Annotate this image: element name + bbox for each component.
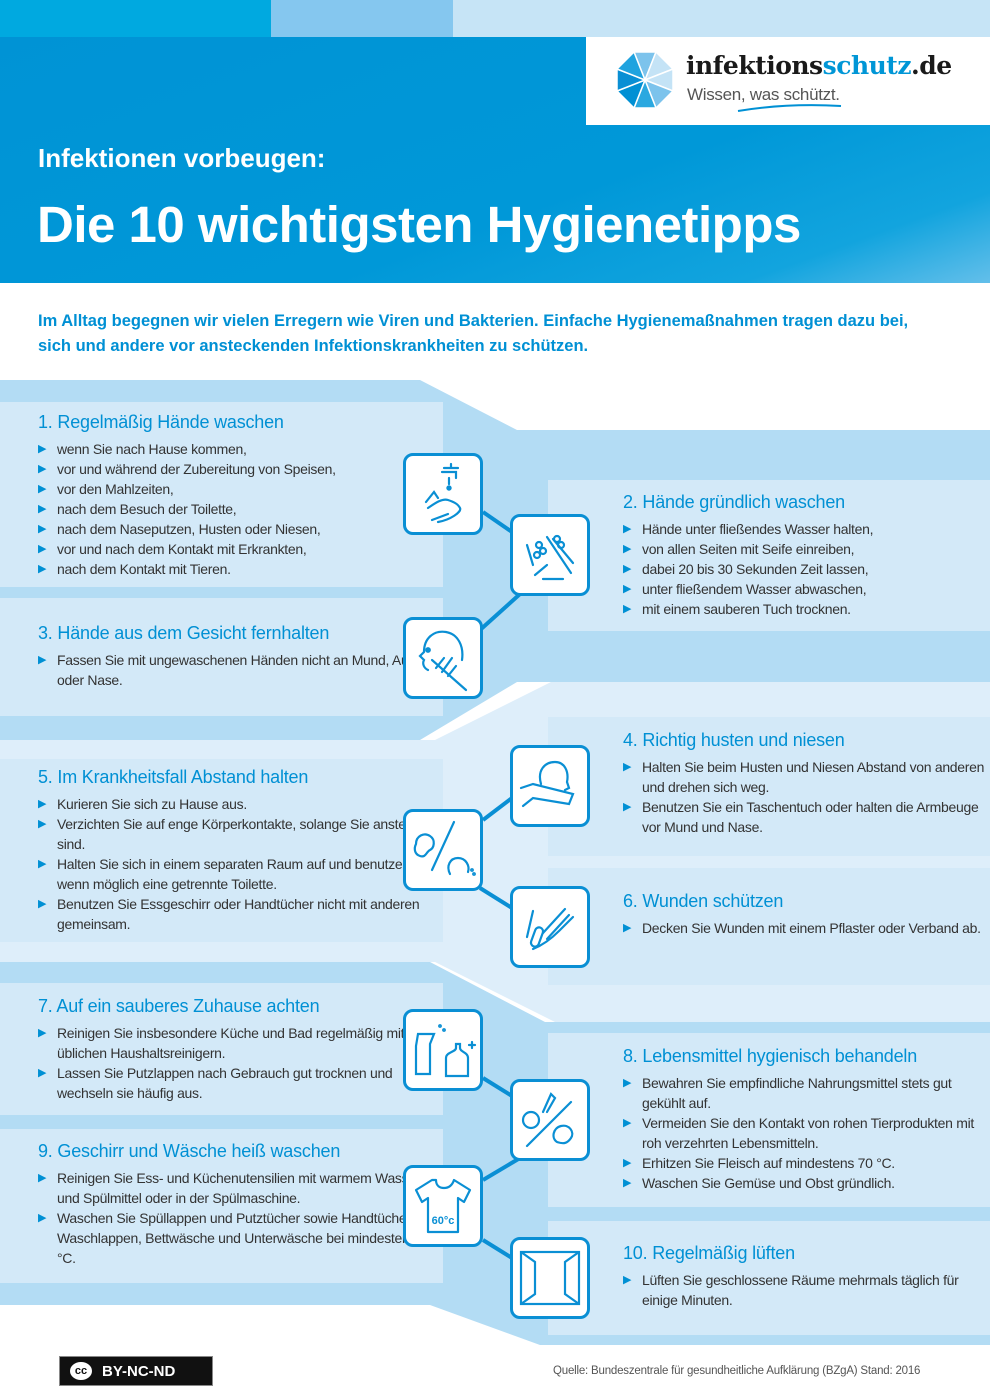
tip-title: 5. Im Krankheitsfall Abstand halten bbox=[38, 767, 309, 787]
top-strip bbox=[0, 0, 271, 37]
tip-title: 7. Auf ein sauberes Zuhause achten bbox=[38, 996, 320, 1016]
top-strip bbox=[271, 0, 453, 37]
tip-bullet: wenn Sie nach Hause kommen, bbox=[38, 439, 443, 459]
tip-bullet: Lüften Sie geschlossene Räume mehrmals t… bbox=[623, 1270, 990, 1310]
tip-bullet: nach dem Kontakt mit Tieren. bbox=[38, 559, 443, 579]
tip-bullets: Fassen Sie mit ungewaschenen Händen nich… bbox=[38, 650, 443, 690]
logo-wordmark: infektionsschutz.de bbox=[686, 51, 952, 80]
tip-bullet: Hände unter fließendes Wasser halten, bbox=[623, 519, 990, 539]
tip-title: 6. Wunden schützen bbox=[623, 891, 784, 911]
logo-word-part: schutz bbox=[822, 51, 912, 80]
license-text: BY-NC-ND bbox=[102, 1362, 176, 1380]
tip-bullet: Kurieren Sie sich zu Hause aus. bbox=[38, 794, 443, 814]
tip-bullet: Benutzen Sie ein Taschentuch oder halten… bbox=[623, 797, 990, 837]
tip-bullet: Reinigen Sie insbesondere Küche und Bad … bbox=[38, 1023, 443, 1063]
tip-bullet: Fassen Sie mit ungewaschenen Händen nich… bbox=[38, 650, 443, 690]
tip-bullets: Halten Sie beim Husten und Niesen Abstan… bbox=[623, 757, 990, 837]
umbrella-logo-icon bbox=[615, 50, 675, 110]
license-badge: cc BY-NC-ND bbox=[59, 1356, 213, 1386]
tip-bullets: Bewahren Sie empfindliche Nahrungsmittel… bbox=[623, 1073, 990, 1193]
logo: infektionsschutz.de Wissen, was schützt. bbox=[586, 37, 990, 125]
tip-card: 5. Im Krankheitsfall Abstand halten Kurie… bbox=[0, 759, 443, 942]
tip-bullet: Benutzen Sie Essgeschirr oder Handtücher… bbox=[38, 894, 443, 934]
tip-bullet: Halten Sie beim Husten und Niesen Abstan… bbox=[623, 757, 990, 797]
food-separate-icon bbox=[510, 1079, 590, 1161]
tip-bullet: Vermeiden Sie den Kontakt von rohen Tier… bbox=[623, 1113, 990, 1153]
tip-title: 3. Hände aus dem Gesicht fernhalten bbox=[38, 623, 330, 643]
logo-word-part: infektions bbox=[686, 51, 823, 80]
temperature-label: 60°c bbox=[432, 1215, 455, 1227]
tip-bullets: Lüften Sie geschlossene Räume mehrmals t… bbox=[623, 1270, 990, 1310]
tip-bullets: Hände unter fließendes Wasser halten,von… bbox=[623, 519, 990, 619]
tip-bullet: mit einem sauberen Tuch trocknen. bbox=[623, 599, 990, 619]
connector-lines bbox=[478, 510, 522, 1260]
tip-card: 7. Auf ein sauberes Zuhause achten Reinig… bbox=[0, 983, 443, 1115]
tip-card: 10. Regelmäßig lüften Lüften Sie geschlos… bbox=[548, 1221, 990, 1335]
tip-title: 2. Hände gründlich waschen bbox=[623, 492, 845, 512]
tip-bullet: dabei 20 bis 30 Sekunden Zeit lassen, bbox=[623, 559, 990, 579]
cough-elbow-icon bbox=[510, 745, 590, 827]
tip-bullet: Erhitzen Sie Fleisch auf mindestens 70 °… bbox=[623, 1153, 990, 1173]
tip-bullet: vor und während der Zubereitung von Spei… bbox=[38, 459, 443, 479]
shirt-60-icon: 60°c bbox=[403, 1165, 483, 1247]
tip-title: 10. Regelmäßig lüften bbox=[623, 1243, 795, 1263]
tip-bullet: nach dem Besuch der Toilette, bbox=[38, 499, 443, 519]
tip-card: 9. Geschirr und Wäsche heiß waschen Reini… bbox=[0, 1129, 443, 1283]
keep-distance-icon bbox=[403, 809, 483, 891]
tip-title: 8. Lebensmittel hygienisch behandeln bbox=[623, 1046, 918, 1066]
tip-bullets: Reinigen Sie Ess- und Küchenutensilien m… bbox=[38, 1168, 443, 1268]
tip-bullet: Decken Sie Wunden mit einem Pflaster ode… bbox=[623, 918, 990, 938]
tip-title: 1. Regelmäßig Hände waschen bbox=[38, 412, 284, 432]
tip-bullet: vor den Mahlzeiten, bbox=[38, 479, 443, 499]
swoosh-icon bbox=[737, 104, 842, 112]
tip-bullet: Verzichten Sie auf enge Körperkontakte, … bbox=[38, 814, 443, 854]
tip-bullets: Kurieren Sie sich zu Hause aus.Verzichte… bbox=[38, 794, 443, 934]
tip-card: 4. Richtig husten und niesen Halten Sie b… bbox=[548, 717, 990, 856]
tip-bullet: Reinigen Sie Ess- und Küchenutensilien m… bbox=[38, 1168, 443, 1208]
top-strip bbox=[453, 0, 990, 37]
cleaning-spray-icon bbox=[403, 1009, 483, 1091]
page-subtitle: Infektionen vorbeugen: bbox=[38, 143, 326, 173]
hand-bandage-icon bbox=[510, 886, 590, 968]
tip-bullets: wenn Sie nach Hause kommen,vor und währe… bbox=[38, 439, 443, 579]
tip-bullet: Lassen Sie Putzlappen nach Gebrauch gut … bbox=[38, 1063, 443, 1103]
tip-bullets: Reinigen Sie insbesondere Küche und Bad … bbox=[38, 1023, 443, 1103]
open-window-icon bbox=[510, 1237, 590, 1319]
soap-hands-icon bbox=[510, 514, 590, 596]
logo-word-part: .de bbox=[911, 51, 952, 80]
tip-card: 6. Wunden schützen Decken Sie Wunden mit … bbox=[548, 868, 990, 985]
cc-icon: cc bbox=[68, 1360, 94, 1382]
tip-card: 1. Regelmäßig Hände waschen wenn Sie nach… bbox=[0, 402, 443, 587]
tip-bullet: Halten Sie sich in einem separaten Raum … bbox=[38, 854, 443, 894]
page-title: Die 10 wichtigsten Hygienetipps bbox=[37, 196, 801, 253]
tip-title: 9. Geschirr und Wäsche heiß waschen bbox=[38, 1141, 341, 1161]
tip-bullet: von allen Seiten mit Seife einreiben, bbox=[623, 539, 990, 559]
no-face-touch-icon bbox=[403, 617, 483, 699]
source-note: Quelle: Bundeszentrale für gesundheitlic… bbox=[553, 1365, 921, 1377]
intro-text: Im Alltag begegnen wir vielen Erregern w… bbox=[38, 312, 909, 355]
tip-bullet: unter fließendem Wasser abwaschen, bbox=[623, 579, 990, 599]
faucet-hands-icon bbox=[403, 453, 483, 535]
tip-bullet: Bewahren Sie empfindliche Nahrungsmittel… bbox=[623, 1073, 990, 1113]
tip-card: 2. Hände gründlich waschen Hände unter fl… bbox=[548, 480, 990, 631]
tip-bullet: Waschen Sie Spüllappen und Putztücher so… bbox=[38, 1208, 443, 1268]
tip-card: 3. Hände aus dem Gesicht fernhalten Fasse… bbox=[0, 598, 443, 716]
tip-bullets: Decken Sie Wunden mit einem Pflaster ode… bbox=[623, 918, 990, 938]
tip-bullet: vor und nach dem Kontakt mit Erkrankten, bbox=[38, 539, 443, 559]
tip-title: 4. Richtig husten und niesen bbox=[623, 730, 845, 750]
logo-tagline: Wissen, was schützt. bbox=[687, 85, 840, 104]
tip-bullet: nach dem Naseputzen, Husten oder Niesen, bbox=[38, 519, 443, 539]
tip-bullet: Waschen Sie Gemüse und Obst gründlich. bbox=[623, 1173, 990, 1193]
tip-card: 8. Lebensmittel hygienisch behandeln Bewa… bbox=[548, 1033, 990, 1207]
